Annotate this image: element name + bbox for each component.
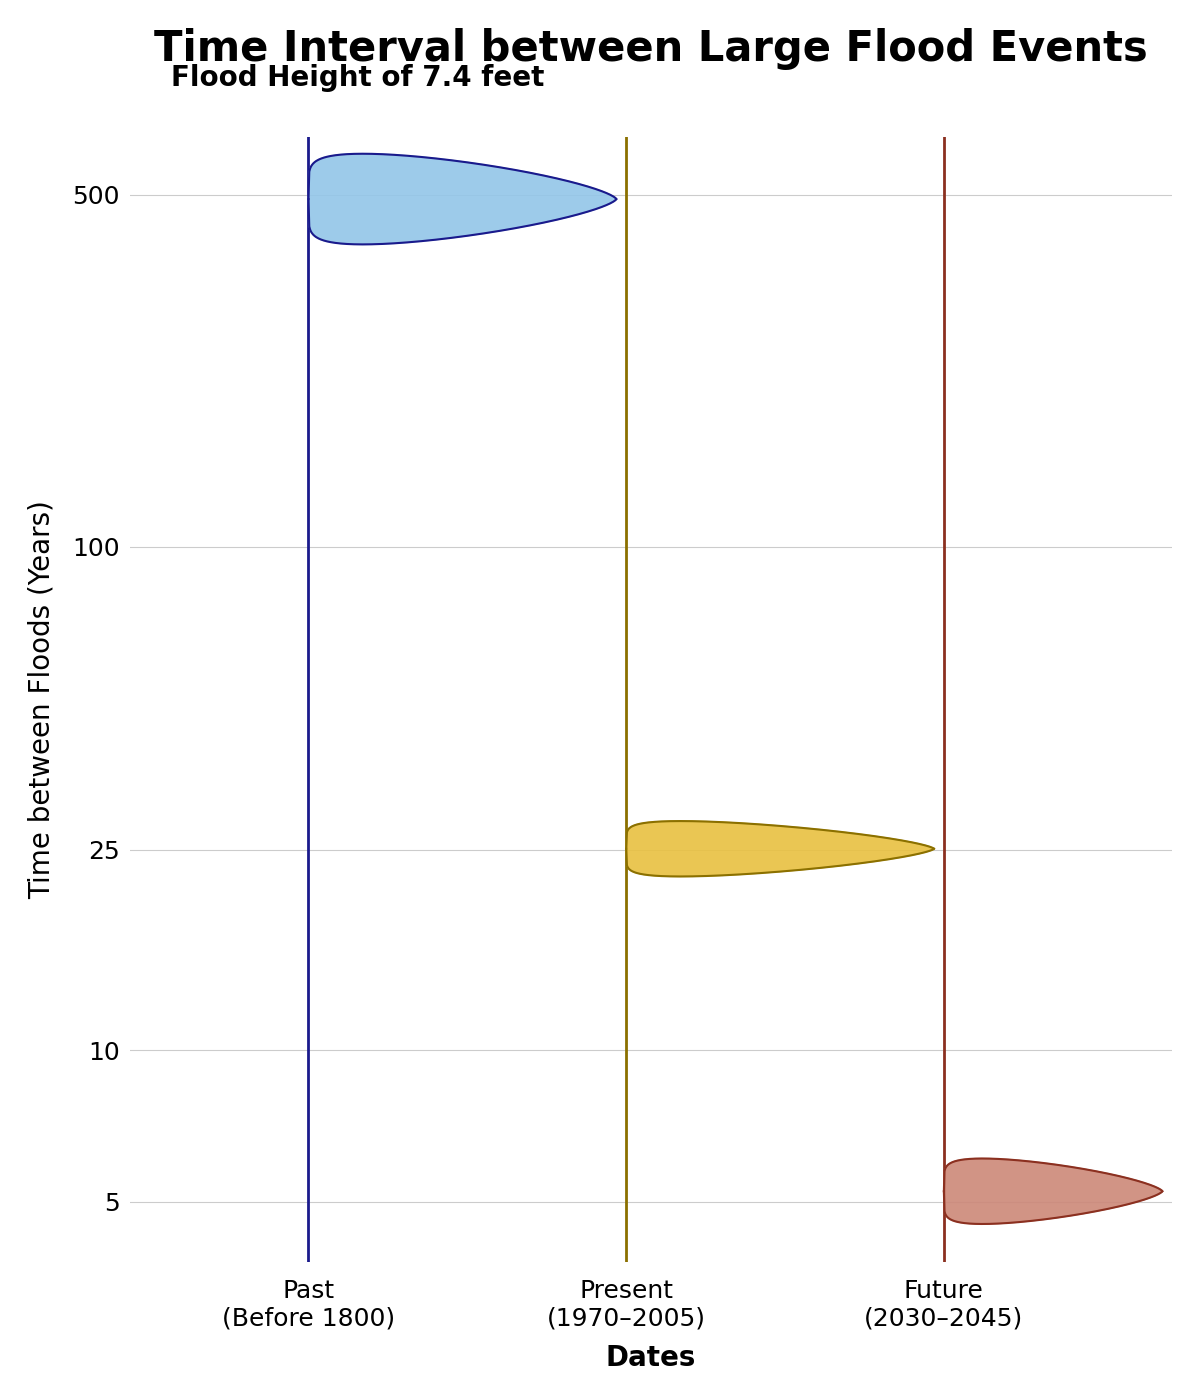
Text: Flood Height of 7.4 feet: Flood Height of 7.4 feet: [172, 64, 545, 92]
Title: Time Interval between Large Flood Events: Time Interval between Large Flood Events: [154, 28, 1148, 70]
Polygon shape: [944, 1159, 1163, 1224]
Polygon shape: [308, 154, 617, 245]
X-axis label: Dates: Dates: [606, 1344, 696, 1372]
Y-axis label: Time between Floods (Years): Time between Floods (Years): [28, 500, 55, 899]
Polygon shape: [626, 820, 934, 876]
